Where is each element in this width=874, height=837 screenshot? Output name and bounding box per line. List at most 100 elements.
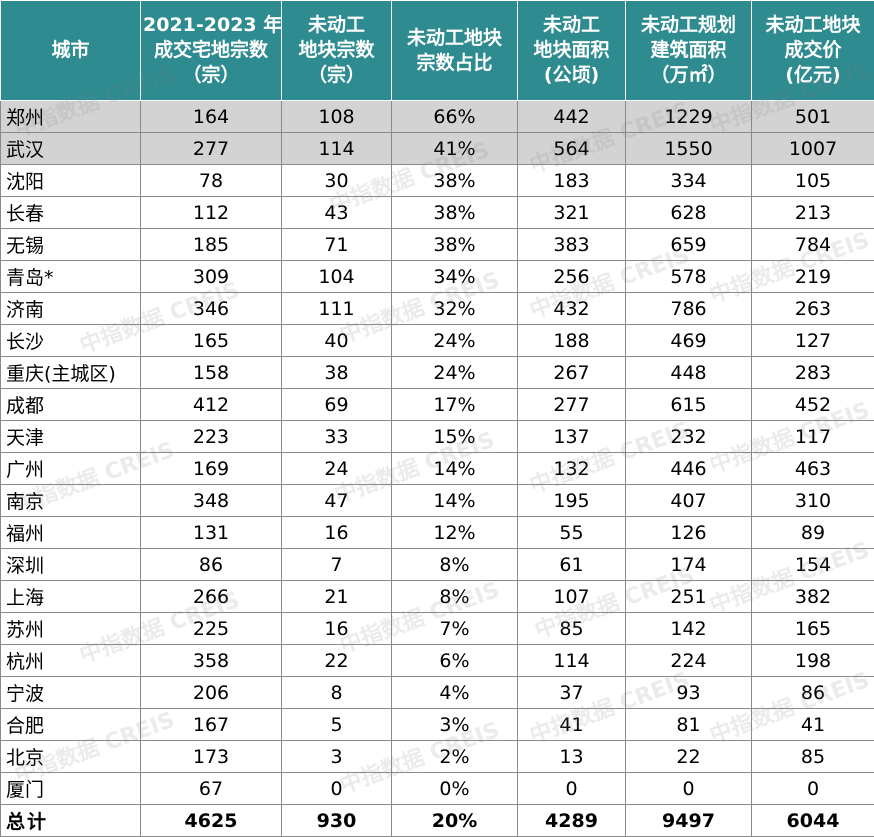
idle-gfa-cell: 469 — [626, 325, 752, 357]
idle-price-cell: 6044 — [752, 805, 874, 837]
deals-cell: 185 — [141, 229, 282, 261]
idle-count-cell: 108 — [282, 101, 392, 133]
header-idle-gfa: 未动工规划建筑面积（万㎡） — [626, 1, 752, 101]
idle-share-cell: 3% — [392, 709, 518, 741]
idle-gfa-cell: 0 — [626, 773, 752, 805]
header-line: 未动工 — [520, 13, 623, 38]
idle-area-cell: 188 — [518, 325, 626, 357]
idle-price-cell: 86 — [752, 677, 874, 709]
idle-share-cell: 32% — [392, 293, 518, 325]
idle-count-cell: 16 — [282, 613, 392, 645]
idle-count-cell: 104 — [282, 261, 392, 293]
idle-gfa-cell: 232 — [626, 421, 752, 453]
idle-share-cell: 8% — [392, 581, 518, 613]
idle-price-cell: 198 — [752, 645, 874, 677]
idle-gfa-cell: 659 — [626, 229, 752, 261]
city-cell: 福州 — [1, 517, 141, 549]
idle-count-cell: 5 — [282, 709, 392, 741]
idle-share-cell: 24% — [392, 325, 518, 357]
header-line: 地块宗数 — [284, 38, 389, 63]
idle-count-cell: 43 — [282, 197, 392, 229]
idle-gfa-cell: 22 — [626, 741, 752, 773]
idle-share-cell: 15% — [392, 421, 518, 453]
idle-area-cell: 132 — [518, 453, 626, 485]
idle-count-cell: 111 — [282, 293, 392, 325]
deals-cell: 112 — [141, 197, 282, 229]
idle-price-cell: 310 — [752, 485, 874, 517]
city-cell: 上海 — [1, 581, 141, 613]
idle-gfa-cell: 9497 — [626, 805, 752, 837]
city-cell: 广州 — [1, 453, 141, 485]
idle-gfa-cell: 615 — [626, 389, 752, 421]
city-cell: 长春 — [1, 197, 141, 229]
idle-gfa-cell: 224 — [626, 645, 752, 677]
idle-share-cell: 6% — [392, 645, 518, 677]
idle-gfa-cell: 174 — [626, 549, 752, 581]
header-line: 地块面积 — [520, 38, 623, 63]
idle-gfa-cell: 448 — [626, 357, 752, 389]
city-cell: 厦门 — [1, 773, 141, 805]
idle-share-cell: 17% — [392, 389, 518, 421]
idle-price-cell: 501 — [752, 101, 874, 133]
idle-area-cell: 321 — [518, 197, 626, 229]
idle-price-cell: 263 — [752, 293, 874, 325]
idle-share-cell: 20% — [392, 805, 518, 837]
idle-count-cell: 40 — [282, 325, 392, 357]
city-cell: 无锡 — [1, 229, 141, 261]
idle-price-cell: 283 — [752, 357, 874, 389]
idle-price-cell: 1007 — [752, 133, 874, 165]
idle-area-cell: 267 — [518, 357, 626, 389]
deals-cell: 78 — [141, 165, 282, 197]
idle-count-cell: 114 — [282, 133, 392, 165]
idle-gfa-cell: 81 — [626, 709, 752, 741]
deals-cell: 348 — [141, 485, 282, 517]
idle-count-cell: 71 — [282, 229, 392, 261]
idle-share-cell: 38% — [392, 165, 518, 197]
city-cell: 青岛* — [1, 261, 141, 293]
header-line: 未动工 — [284, 13, 389, 38]
idle-price-cell: 219 — [752, 261, 874, 293]
idle-price-cell: 154 — [752, 549, 874, 581]
header-idle-price: 未动工地块成交价(亿元) — [752, 1, 874, 101]
idle-count-cell: 3 — [282, 741, 392, 773]
idle-share-cell: 2% — [392, 741, 518, 773]
idle-count-cell: 30 — [282, 165, 392, 197]
header-idle-area: 未动工地块面积(公顷) — [518, 1, 626, 101]
idle-price-cell: 463 — [752, 453, 874, 485]
idle-area-cell: 61 — [518, 549, 626, 581]
header-line: 建筑面积 — [628, 38, 749, 63]
idle-count-cell: 16 — [282, 517, 392, 549]
idle-price-cell: 382 — [752, 581, 874, 613]
idle-price-cell: 213 — [752, 197, 874, 229]
deals-cell: 158 — [141, 357, 282, 389]
idle-price-cell: 127 — [752, 325, 874, 357]
idle-gfa-cell: 93 — [626, 677, 752, 709]
idle-share-cell: 24% — [392, 357, 518, 389]
idle-count-cell: 33 — [282, 421, 392, 453]
deals-cell: 67 — [141, 773, 282, 805]
deals-cell: 167 — [141, 709, 282, 741]
idle-price-cell: 452 — [752, 389, 874, 421]
idle-area-cell: 37 — [518, 677, 626, 709]
deals-cell: 86 — [141, 549, 282, 581]
idle-gfa-cell: 407 — [626, 485, 752, 517]
city-cell: 杭州 — [1, 645, 141, 677]
idle-count-cell: 38 — [282, 357, 392, 389]
header-line: 未动工地块 — [754, 13, 872, 38]
header-idle-count: 未动工地块宗数（宗） — [282, 1, 392, 101]
city-cell: 天津 — [1, 421, 141, 453]
idle-price-cell: 784 — [752, 229, 874, 261]
header-deals: 2021-2023 年成交宅地宗数（宗） — [141, 1, 282, 101]
deals-cell: 169 — [141, 453, 282, 485]
idle-area-cell: 137 — [518, 421, 626, 453]
